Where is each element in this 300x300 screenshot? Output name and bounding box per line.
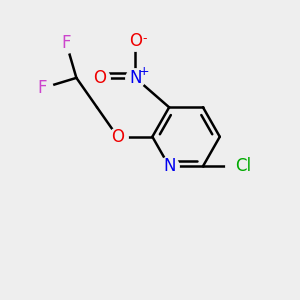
Text: Cl: Cl <box>235 157 251 175</box>
Text: O: O <box>93 69 106 87</box>
Text: N: N <box>163 157 175 175</box>
Text: O: O <box>129 32 142 50</box>
Text: O: O <box>111 128 124 146</box>
Text: F: F <box>61 34 71 52</box>
Text: -: - <box>142 32 147 45</box>
Text: F: F <box>38 79 47 97</box>
Text: N: N <box>129 69 142 87</box>
Text: +: + <box>139 65 149 78</box>
